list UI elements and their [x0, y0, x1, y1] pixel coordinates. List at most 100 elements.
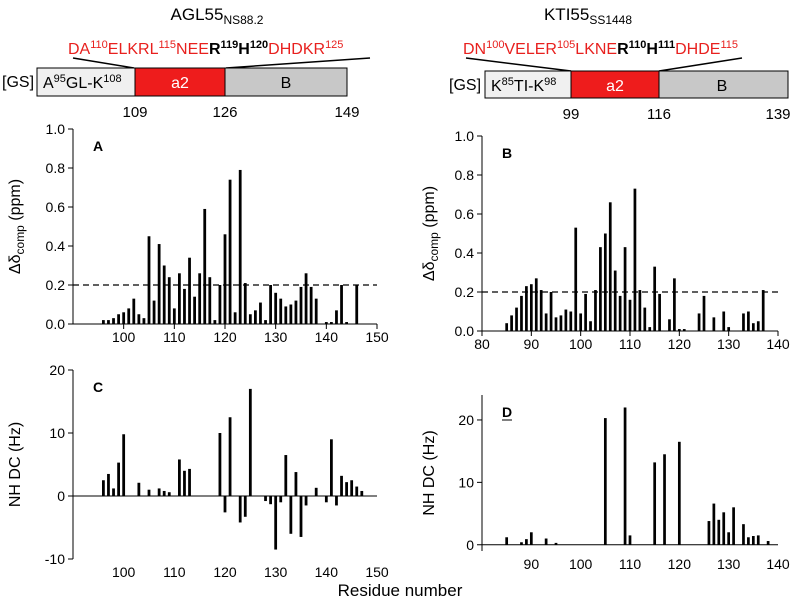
- bar-C-113: [188, 468, 191, 496]
- bar-D-136: [756, 535, 760, 545]
- bar-A-98: [112, 318, 115, 324]
- gs-label-right: [GS]: [449, 77, 481, 94]
- bar-D-109: [623, 407, 627, 545]
- x-tick-label: 100: [112, 329, 136, 345]
- bar-B-113: [643, 307, 647, 331]
- y-tick-label: -10: [45, 551, 65, 567]
- seq-fragment: 108: [103, 73, 121, 85]
- segment-tick-139: 139: [765, 106, 790, 123]
- bar-B-90: [529, 284, 533, 331]
- bar-A-118: [213, 320, 217, 324]
- seq-fragment: R: [617, 41, 629, 58]
- y-tick-label: 0.0: [455, 323, 475, 339]
- bar-C-141: [330, 439, 333, 496]
- segment-tick-149: 149: [334, 104, 359, 121]
- x-tick-label: 150: [365, 329, 389, 345]
- y-tick-label: 0.0: [46, 316, 66, 332]
- x-tick-label: 130: [264, 564, 288, 580]
- bar-B-99: [574, 227, 578, 331]
- connector-left-2: [225, 57, 371, 69]
- bar-B-87: [515, 307, 518, 331]
- bar-A-138: [314, 298, 318, 324]
- bar-D-110: [628, 535, 632, 545]
- seq-fragment: DHDE: [675, 41, 720, 58]
- x-tick-label: 140: [766, 336, 790, 352]
- bar-B-135: [751, 323, 755, 331]
- bar-B-133: [742, 313, 745, 331]
- seq-fragment: 111: [658, 39, 675, 51]
- y-tick-label: 0.6: [455, 206, 475, 222]
- bar-B-124: [697, 313, 701, 331]
- bar-B-130: [727, 327, 731, 331]
- bar-B-115: [653, 266, 657, 331]
- bar-A-102: [132, 298, 136, 324]
- bar-D-120: [677, 441, 681, 545]
- bar-C-124: [243, 496, 247, 517]
- y-tick-label: 0.4: [455, 245, 475, 261]
- bar-A-121: [228, 179, 232, 324]
- bar-A-110: [172, 308, 176, 324]
- bar-B-137: [761, 290, 765, 331]
- bar-A-116: [203, 208, 207, 324]
- bar-A-101: [127, 308, 131, 324]
- x-tick-label: 120: [213, 564, 237, 580]
- segment-a2-label-left: a2: [171, 75, 189, 92]
- x-tick-label: 90: [524, 336, 540, 352]
- x-tick-label: 120: [213, 329, 237, 345]
- segment-b-right: [658, 70, 789, 99]
- seq-fragment: NEE: [176, 41, 209, 58]
- seq-fragment: LKNE: [575, 41, 617, 58]
- bar-D-131: [732, 507, 735, 545]
- seq-fragment: K: [491, 78, 502, 95]
- bar-D-105: [603, 418, 607, 545]
- x-tick-label: 130: [717, 556, 741, 572]
- y-tick-label: 0: [466, 537, 474, 553]
- bar-B-119: [673, 278, 676, 331]
- bar-C-99: [117, 462, 120, 496]
- seq-fragment: 119: [221, 39, 239, 51]
- x-tick-label: 110: [163, 564, 186, 580]
- construct-left: AGL55NS88.2 DA110ELKRL115NEER119H120DHDK…: [2, 5, 371, 121]
- segment-a2-right: [570, 70, 660, 99]
- x-tick-label: 140: [766, 556, 790, 572]
- bar-C-136: [304, 496, 308, 506]
- bar-B-93: [544, 313, 548, 331]
- bar-C-147: [360, 490, 364, 496]
- panel-label: D: [502, 404, 512, 420]
- bar-C-100: [122, 434, 126, 496]
- bar-C-135: [299, 496, 303, 537]
- bar-B-107: [613, 270, 617, 331]
- bar-A-135: [299, 286, 303, 324]
- seq-fragment: H: [646, 41, 658, 58]
- y-tick-label: 20: [458, 412, 474, 428]
- y-tick-label: 0.4: [46, 238, 66, 254]
- bar-C-108: [162, 490, 166, 496]
- bar-D-134: [747, 537, 750, 545]
- bar-D-115: [653, 462, 657, 545]
- y-axis-label: Δδcomp (ppm): [7, 179, 27, 274]
- construct-right: KTI55SS1448 DN100VELER105LKNER110H111DHD…: [449, 5, 791, 123]
- bar-B-85: [505, 323, 509, 331]
- bar-B-91: [534, 278, 538, 331]
- panel-A: 0.0 0.2 0.4 0.6 0.8 1.0 100 110 120 130 140 150 A Δδc…: [7, 121, 389, 345]
- bar-A-132: [284, 306, 288, 324]
- bar-A-134: [294, 300, 298, 324]
- bar-B-103: [594, 290, 597, 331]
- segment-tick-126: 126: [212, 104, 237, 121]
- bar-B-120: [677, 329, 681, 331]
- bar-C-111: [178, 459, 181, 496]
- bar-B-129: [722, 311, 726, 331]
- segment-a2-label-right: a2: [606, 78, 624, 95]
- bar-D-135: [751, 536, 755, 545]
- bar-A-142: [335, 310, 338, 324]
- bar-A-100: [122, 312, 126, 324]
- bar-B-92: [539, 290, 543, 331]
- bar-C-123: [238, 496, 242, 523]
- seq-fragment: VELER: [504, 41, 556, 58]
- seq-fragment: 100: [486, 39, 504, 51]
- bar-C-138: [314, 487, 318, 496]
- bar-C-129: [269, 496, 272, 505]
- bar-A-117: [208, 277, 212, 324]
- bar-B-125: [702, 295, 706, 331]
- bar-A-109: [167, 277, 171, 324]
